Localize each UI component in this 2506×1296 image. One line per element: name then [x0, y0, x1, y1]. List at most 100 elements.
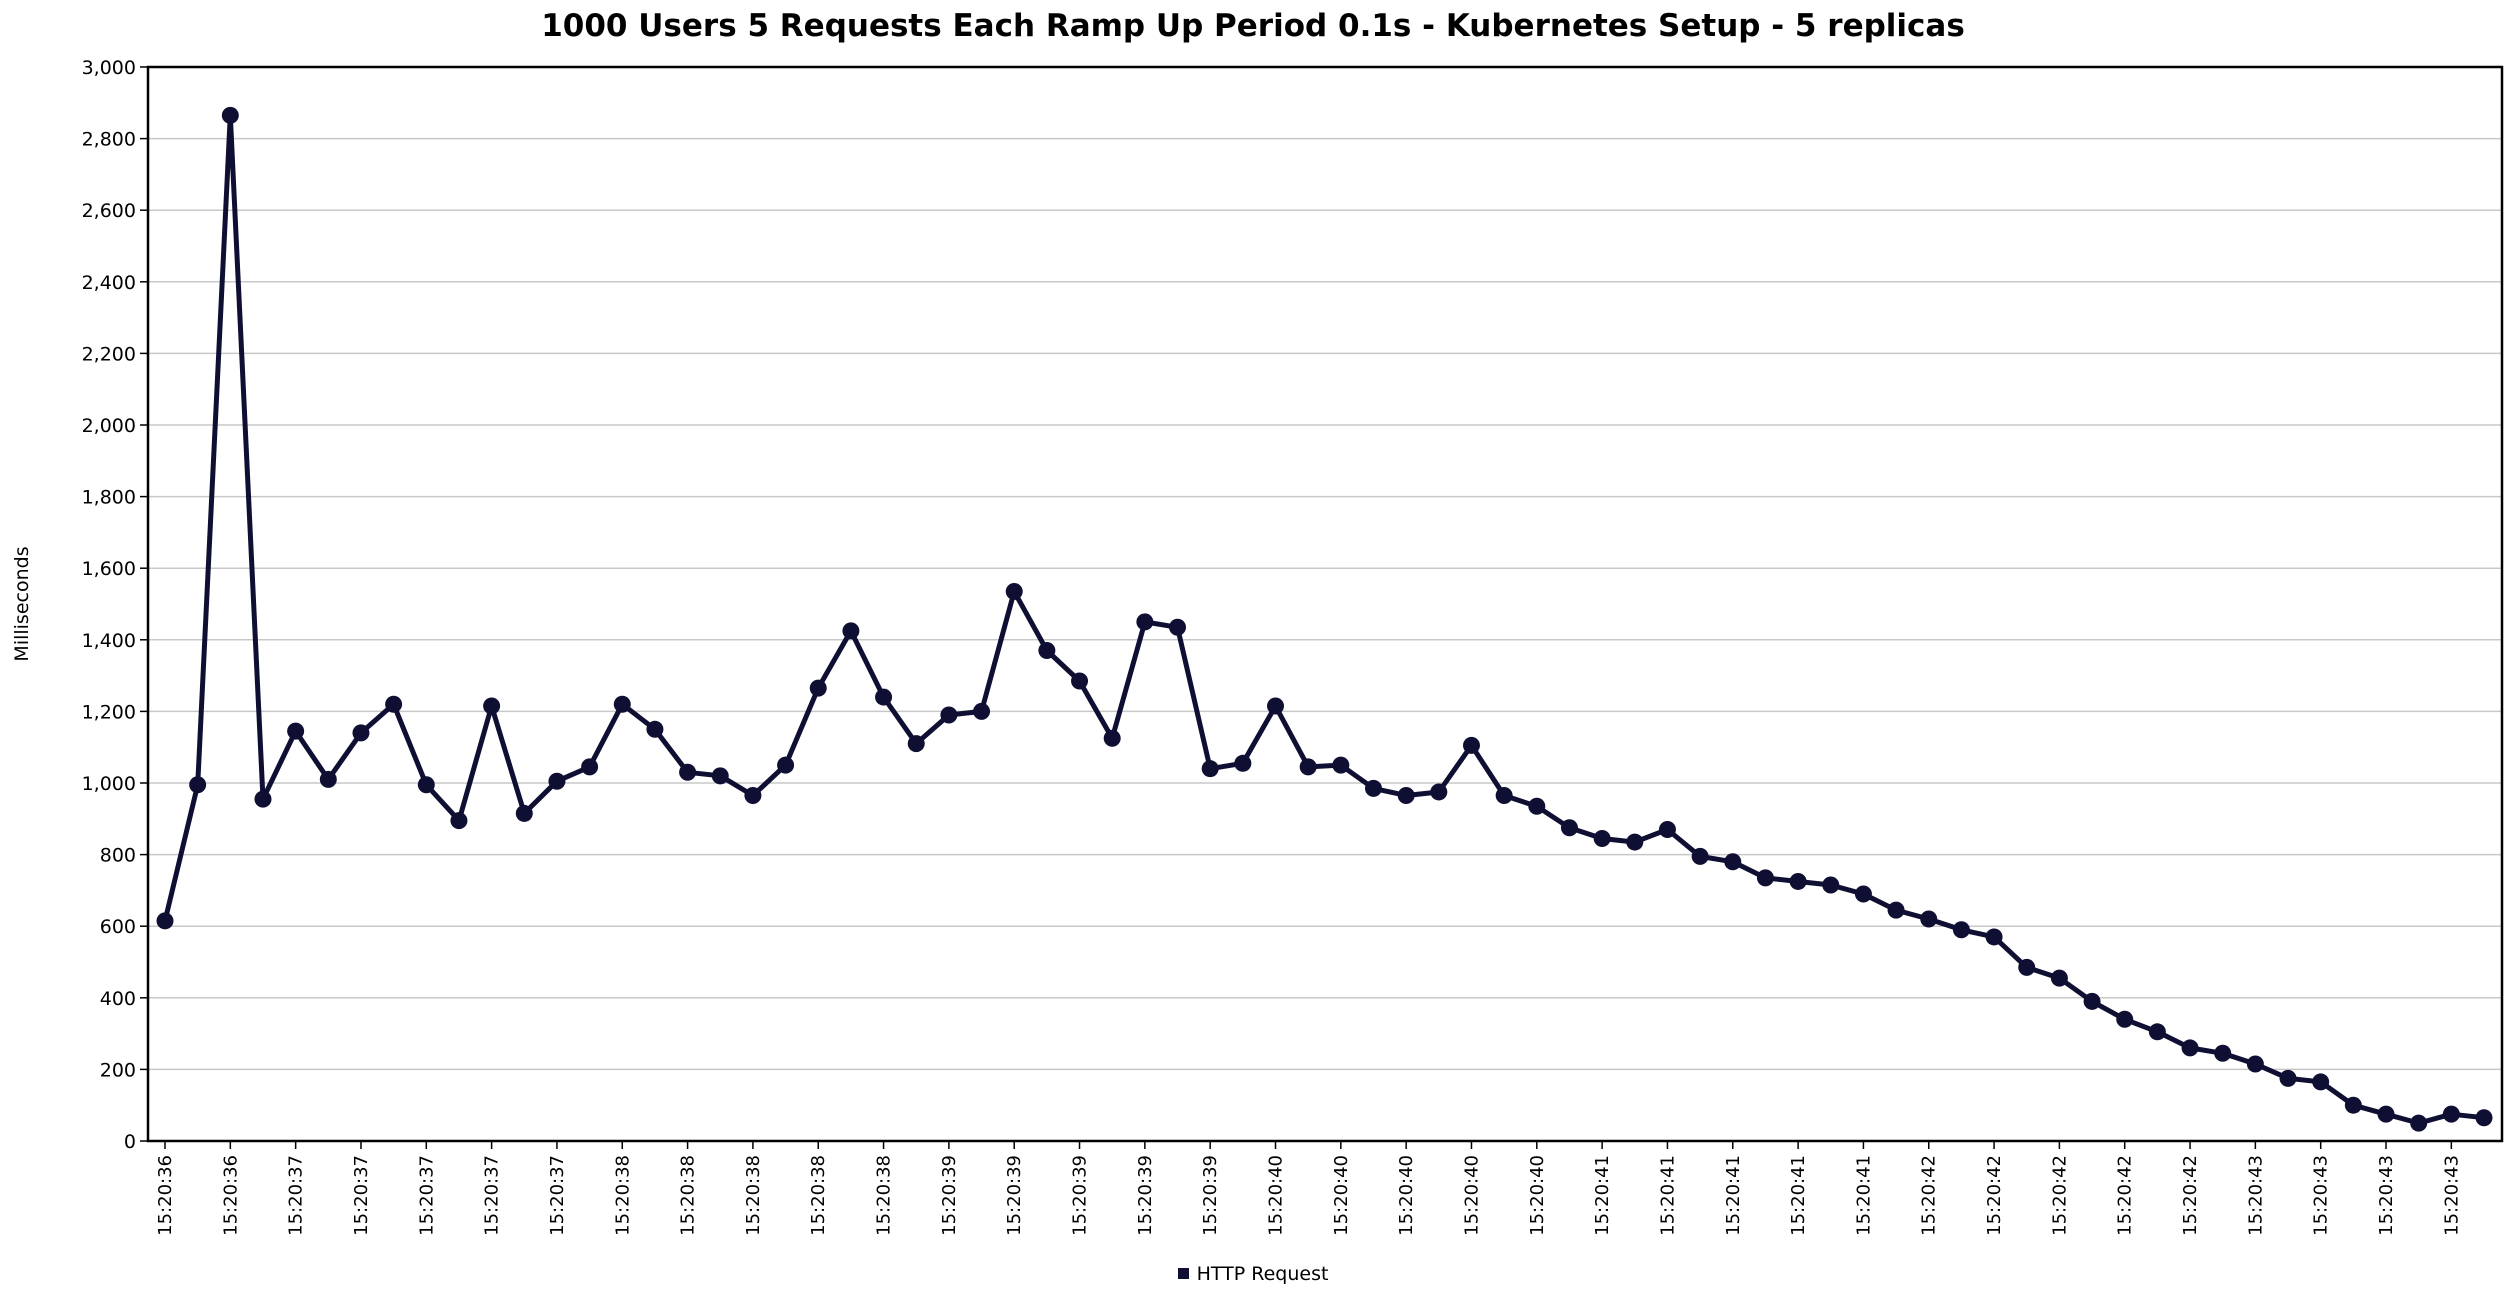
x-tick-label: 15:20:40: [1461, 1155, 1482, 1236]
data-point: [1756, 869, 1774, 887]
data-point: [1952, 921, 1970, 939]
data-point: [1299, 758, 1317, 776]
y-tick-label: 2,200: [82, 343, 136, 365]
data-point: [940, 706, 958, 724]
data-point: [1789, 872, 1807, 890]
data-point: [2083, 992, 2101, 1010]
data-point: [1593, 829, 1611, 847]
data-point: [515, 804, 533, 822]
data-point: [1658, 821, 1676, 839]
x-tick-label: 15:20:39: [1200, 1155, 1221, 1236]
data-point: [842, 622, 860, 640]
data-point: [1495, 787, 1513, 805]
data-point: [875, 688, 893, 706]
data-point: [973, 702, 991, 720]
series-line-http-request: [162, 112, 2485, 1126]
data-point: [809, 679, 827, 697]
data-point: [2344, 1096, 2362, 1114]
x-tick-label: 15:20:42: [1984, 1155, 2005, 1236]
data-point: [2050, 969, 2068, 987]
data-point: [1201, 760, 1219, 778]
x-tick-label: 15:20:39: [1135, 1155, 1156, 1236]
data-point: [907, 735, 925, 753]
y-tick-label: 2,400: [82, 272, 136, 294]
x-tick-label: 15:20:42: [2180, 1155, 2201, 1236]
data-point: [287, 722, 305, 740]
data-point: [1854, 885, 1872, 903]
x-tick-label: 15:20:37: [547, 1155, 568, 1236]
y-tick-label: 1,000: [82, 773, 136, 795]
y-tick-label: 400: [100, 988, 136, 1010]
x-tick-label: 15:20:41: [1788, 1155, 1809, 1236]
data-point: [1430, 783, 1448, 801]
data-point: [1691, 847, 1709, 865]
data-point: [1560, 819, 1578, 837]
y-tick-label: 2,600: [82, 200, 136, 222]
x-tick-label: 15:20:37: [482, 1155, 503, 1236]
x-tick-label: 15:20:38: [678, 1155, 699, 1236]
y-tick-label: 800: [100, 845, 136, 867]
data-point: [1397, 787, 1415, 805]
data-point: [711, 767, 729, 785]
x-tick-label: 15:20:42: [2049, 1155, 2070, 1236]
x-tick-label: 15:20:40: [1266, 1155, 1287, 1236]
x-tick-label: 15:20:37: [286, 1155, 307, 1236]
legend-swatch: [1177, 1268, 1189, 1279]
x-tick-label: 15:20:38: [743, 1155, 764, 1236]
data-point: [2116, 1010, 2134, 1028]
y-tick-label: 2,800: [82, 129, 136, 151]
data-point: [1234, 754, 1252, 772]
data-point: [2377, 1105, 2395, 1123]
data-point: [319, 770, 337, 788]
x-tick-label: 15:20:41: [1657, 1155, 1678, 1236]
y-tick-label: 1,200: [82, 701, 136, 723]
y-tick-label: 200: [100, 1059, 136, 1081]
legend: HTTP Request: [0, 1263, 2506, 1285]
x-axis-ticks: 15:20:36 15:20:36 15:20:37 15:20:37 15:20:37…: [155, 1141, 2462, 1236]
data-point: [2018, 958, 2036, 976]
data-point: [189, 776, 207, 794]
data-point: [581, 758, 599, 776]
x-tick-label: 15:20:42: [1919, 1155, 1940, 1236]
data-point: [777, 756, 795, 774]
data-point: [2148, 1023, 2166, 1041]
x-tick-label: 15:20:43: [2376, 1155, 2397, 1236]
x-tick-label: 15:20:40: [1527, 1155, 1548, 1236]
data-point: [1822, 876, 1840, 894]
x-tick-label: 15:20:36: [220, 1155, 241, 1236]
x-tick-label: 15:20:42: [2115, 1155, 2136, 1236]
data-point: [1332, 756, 1350, 774]
data-point: [2312, 1073, 2330, 1091]
data-point: [1462, 736, 1480, 754]
y-tick-label: 1,600: [82, 558, 136, 580]
data-point: [1528, 797, 1546, 815]
series-points: [156, 106, 2493, 1132]
data-point: [1364, 779, 1382, 797]
y-axis-label: Milliseconds: [11, 546, 33, 661]
x-tick-label: 15:20:43: [2441, 1155, 2462, 1236]
data-point: [1103, 729, 1121, 747]
x-tick-label: 15:20:43: [2245, 1155, 2266, 1236]
data-point: [1724, 853, 1742, 871]
x-tick-label: 15:20:37: [416, 1155, 437, 1236]
data-point: [352, 724, 370, 742]
data-point: [2214, 1044, 2232, 1062]
grid-lines: [148, 137, 2502, 1071]
data-point: [1038, 642, 1056, 660]
data-point: [2475, 1109, 2493, 1127]
data-point: [2246, 1055, 2264, 1073]
x-tick-label: 15:20:38: [874, 1155, 895, 1236]
x-tick-label: 15:20:39: [939, 1155, 960, 1236]
chart-title: 1000 Users 5 Requests Each Ramp Up Perio…: [541, 8, 1965, 44]
data-point: [254, 790, 272, 808]
y-axis-ticks: 0 200 400 600 800 1,000 1,200 1,400 1,600 1,800 2,…: [82, 57, 148, 1153]
data-point: [156, 912, 174, 930]
x-tick-label: 15:20:37: [351, 1155, 372, 1236]
x-tick-label: 15:20:39: [1004, 1155, 1025, 1236]
x-tick-label: 15:20:36: [155, 1155, 176, 1236]
plot-area-frame: [146, 65, 2504, 1143]
data-point: [2181, 1039, 2199, 1057]
x-tick-label: 15:20:41: [1592, 1155, 1613, 1236]
x-tick-label: 15:20:40: [1331, 1155, 1352, 1236]
